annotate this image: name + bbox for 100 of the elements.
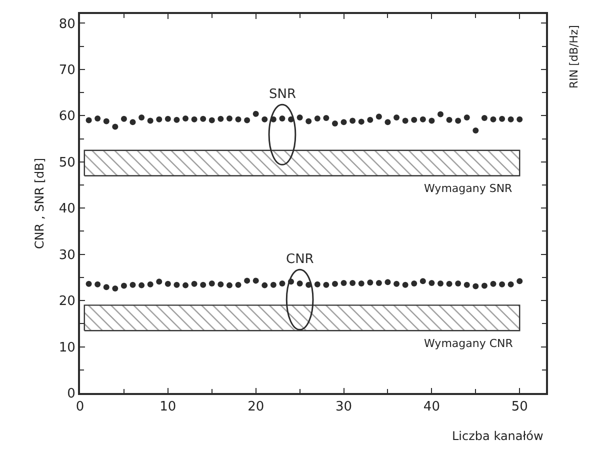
point (384, 279, 391, 286)
y-tick-label: 70 (58, 63, 76, 78)
point (340, 119, 347, 126)
point (340, 280, 347, 286)
point (86, 280, 92, 287)
point (130, 282, 136, 288)
point (156, 278, 162, 285)
point (437, 280, 444, 286)
point (384, 119, 391, 126)
point (472, 283, 479, 290)
point (296, 114, 303, 121)
point (174, 116, 180, 123)
point (481, 114, 488, 121)
point (428, 118, 435, 124)
point (411, 280, 418, 286)
y-tick-label: 60 (58, 109, 76, 124)
point (164, 280, 171, 287)
point (164, 116, 171, 122)
point (296, 280, 303, 286)
y-tick-label: 0 (67, 386, 76, 402)
point (94, 115, 101, 122)
point (103, 118, 110, 124)
x-tick-label: 10 (160, 400, 176, 415)
point (252, 110, 259, 117)
series-label: SNR (269, 87, 296, 102)
point (332, 280, 338, 287)
point (402, 118, 408, 124)
point (174, 282, 180, 288)
point (252, 278, 259, 284)
point (394, 114, 400, 121)
point (455, 280, 462, 286)
point (270, 282, 276, 288)
point (402, 282, 408, 288)
point (120, 116, 127, 122)
point (490, 116, 496, 122)
y-tick-label: 30 (58, 248, 76, 263)
point (376, 114, 382, 120)
point (516, 278, 523, 284)
point (314, 281, 320, 288)
point (314, 115, 320, 122)
point (208, 117, 215, 124)
point (376, 280, 382, 286)
point (182, 115, 189, 122)
point (156, 116, 162, 122)
point (200, 282, 206, 288)
point (446, 116, 452, 123)
y-tick-label: 20 (58, 294, 76, 310)
point (350, 280, 356, 286)
point (235, 282, 242, 288)
x-axis-title: Liczba kanałów (452, 429, 544, 443)
point (464, 114, 470, 121)
point (499, 281, 506, 288)
point (147, 281, 154, 288)
point (112, 286, 118, 292)
point (138, 114, 145, 121)
point (218, 281, 224, 288)
point (350, 118, 356, 124)
point (332, 120, 338, 127)
point (191, 116, 198, 122)
point (262, 282, 268, 288)
y-axis-title: CNR , SNR [dB] (32, 158, 47, 250)
point (226, 282, 232, 288)
point (455, 118, 462, 124)
point (147, 118, 154, 124)
point (358, 118, 364, 125)
y-tick-label: 40 (58, 202, 76, 217)
point (103, 284, 110, 290)
point (200, 116, 206, 122)
point (218, 116, 224, 122)
point (208, 280, 215, 286)
series-label: CNR (286, 252, 314, 267)
point (130, 119, 136, 126)
point (235, 116, 242, 122)
point (262, 116, 268, 122)
point (420, 278, 426, 284)
point (244, 278, 250, 284)
point (244, 117, 250, 124)
point (367, 280, 374, 286)
point (279, 115, 286, 122)
y-tick-label: 80 (58, 16, 76, 32)
band-label: Wymagany CNR (424, 337, 514, 350)
point (120, 282, 127, 289)
y-tick-label: 10 (58, 340, 76, 356)
point (446, 280, 452, 287)
point (420, 116, 426, 122)
point (472, 127, 479, 134)
point (112, 124, 118, 130)
point (94, 281, 101, 288)
point (279, 280, 286, 286)
point (323, 114, 330, 121)
point (464, 282, 470, 288)
point (191, 280, 198, 287)
point (411, 116, 418, 123)
point (490, 280, 496, 287)
point (86, 117, 92, 124)
point (394, 280, 400, 287)
point (306, 118, 312, 124)
y2-axis-title: RIN [dB/Hz] (568, 25, 580, 88)
band-label: Wymagany SNR (424, 182, 513, 195)
x-tick-label: 40 (423, 400, 440, 415)
